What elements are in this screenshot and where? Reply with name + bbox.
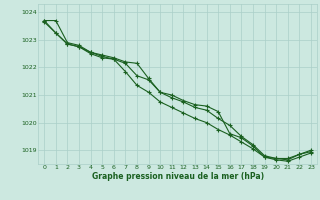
X-axis label: Graphe pression niveau de la mer (hPa): Graphe pression niveau de la mer (hPa) [92, 172, 264, 181]
